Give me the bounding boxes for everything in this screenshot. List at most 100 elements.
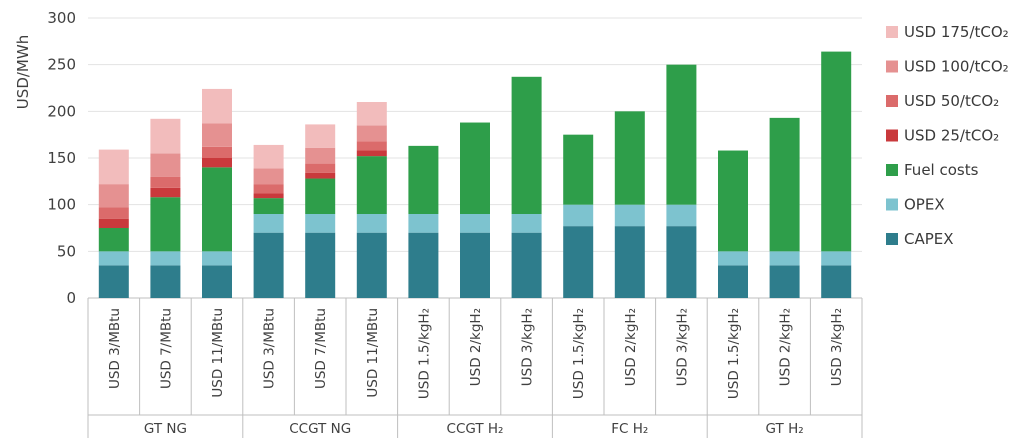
bar-segment — [150, 251, 181, 266]
y-tick-label: 200 — [47, 102, 76, 120]
category-label: USD 3/kgH₂ — [674, 308, 690, 386]
bar-segment — [150, 265, 181, 298]
bar-segment — [718, 251, 748, 266]
bar-segment — [356, 232, 387, 298]
bar-segment — [150, 187, 181, 198]
bar-segment — [202, 146, 232, 158]
bar-segment — [821, 251, 852, 266]
y-tick-label: 0 — [66, 289, 76, 307]
bar-segment — [202, 158, 232, 168]
category-label: USD 1.5/kgH₂ — [416, 308, 432, 399]
bar-segment — [614, 111, 645, 205]
bar-segment — [769, 251, 800, 266]
legend-label: OPEX — [904, 196, 945, 214]
bar-segment — [305, 178, 336, 214]
bar-segment — [253, 168, 284, 185]
category-label: USD 11/MBtu — [365, 308, 381, 398]
group-label: GT NG — [144, 421, 187, 437]
legend-label: Fuel costs — [904, 161, 979, 179]
category-label: USD 1.5/kgH₂ — [726, 308, 742, 399]
y-tick-label: 250 — [47, 56, 76, 74]
bar-segment — [253, 193, 284, 199]
bar-segment — [305, 124, 336, 148]
bar-segment — [460, 214, 490, 233]
bar-segment — [305, 147, 336, 164]
category-label: USD 11/MBtu — [210, 308, 226, 398]
bar-segment — [821, 265, 852, 298]
legend-swatch — [886, 95, 898, 107]
category-axis: USD 3/MBtu USD 7/MBtu USD 11/MBtu USD 3/MBt… — [87, 298, 863, 438]
bar-segment — [202, 123, 232, 147]
bar-segment — [666, 226, 697, 298]
bar-segment — [614, 204, 645, 227]
legend-swatch — [886, 164, 898, 176]
bar-segment — [253, 214, 284, 233]
bar-segment — [305, 172, 336, 179]
bar-segment — [150, 153, 181, 177]
category-label: USD 2/kgH₂ — [778, 308, 794, 386]
category-label: USD 2/kgH₂ — [468, 308, 484, 386]
bar-segment — [718, 150, 748, 252]
bar-segment — [666, 204, 697, 227]
legend-label: USD 100/tCO₂ — [904, 58, 1009, 76]
category-label: USD 2/kgH₂ — [623, 308, 639, 386]
bar-segment — [150, 197, 181, 252]
legend: USD 175/tCO₂ USD 100/tCO₂ USD 50/tCO₂ USD 2… — [886, 23, 1009, 248]
bar-segment — [460, 232, 490, 298]
bar-segment — [563, 204, 594, 227]
bar-segment — [666, 64, 697, 205]
bar-segment — [253, 198, 284, 214]
bar-segment — [511, 232, 542, 298]
bar-segment — [98, 251, 129, 266]
bar-segment — [821, 51, 852, 252]
bar-segment — [98, 184, 129, 208]
bar-segment — [98, 207, 129, 219]
bar-segment — [98, 149, 129, 185]
bar-segment — [202, 88, 232, 124]
bar-segment — [408, 232, 439, 298]
bar-segment — [253, 144, 284, 169]
bar-segment — [769, 117, 800, 252]
bar-segment — [614, 226, 645, 298]
category-label: USD 3/MBtu — [107, 308, 123, 389]
y-tick-labels: 0 50 100 150 200 250 300 — [47, 9, 76, 307]
y-axis-label: USD/MWh — [14, 35, 32, 109]
legend-label: USD 50/tCO₂ — [904, 92, 999, 110]
category-label: USD 3/kgH₂ — [520, 308, 536, 386]
bar-segment — [511, 76, 542, 214]
legend-swatch — [886, 198, 898, 211]
bar-segment — [356, 214, 387, 233]
bar-segment — [356, 150, 387, 157]
legend-swatch — [886, 26, 898, 38]
bar-segment — [202, 265, 232, 298]
legend-swatch — [886, 233, 898, 245]
bar-segment — [408, 214, 439, 233]
bar-segment — [305, 232, 336, 298]
bar-segment — [511, 214, 542, 233]
group-label: CCGT NG — [289, 421, 351, 437]
category-label: USD 3/kgH₂ — [829, 308, 845, 386]
y-tick-label: 300 — [47, 9, 76, 27]
legend-label: CAPEX — [904, 230, 954, 248]
bar-segment — [98, 265, 129, 298]
category-label: USD 7/MBtu — [158, 308, 174, 389]
bar-segment — [356, 156, 387, 214]
bar-segment — [202, 251, 232, 266]
legend-label: USD 25/tCO₂ — [904, 127, 999, 145]
y-tick-label: 50 — [57, 242, 76, 260]
bar-segment — [150, 118, 181, 154]
group-label: GT H₂ — [766, 421, 804, 437]
bar-segment — [408, 145, 439, 214]
legend-swatch — [886, 129, 898, 142]
category-label: USD 1.5/kgH₂ — [571, 308, 587, 399]
bar-segment — [98, 218, 129, 228]
bar-segment — [356, 125, 387, 142]
group-label: FC H₂ — [611, 421, 648, 437]
legend-swatch — [886, 60, 898, 73]
bar-segment — [202, 167, 232, 252]
bar-segment — [718, 265, 748, 298]
bar-segment — [305, 163, 336, 173]
bars — [98, 51, 852, 298]
bar-segment — [253, 184, 284, 194]
